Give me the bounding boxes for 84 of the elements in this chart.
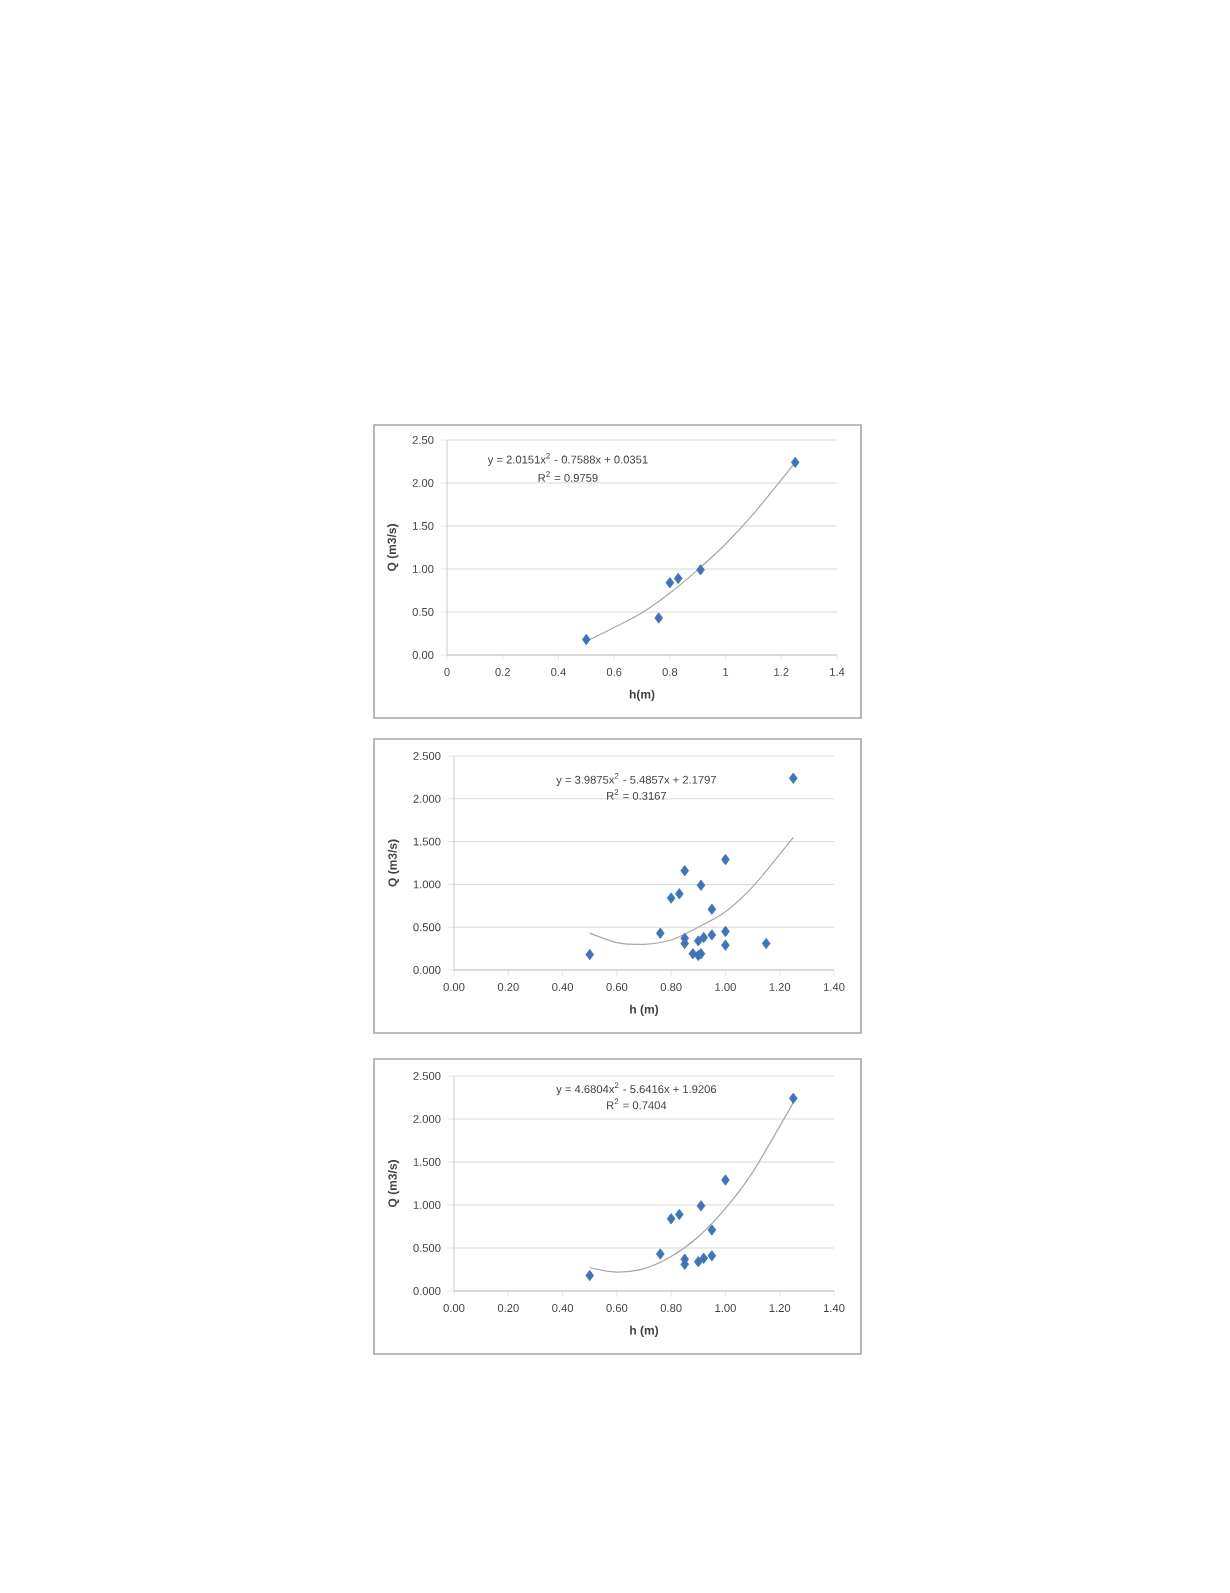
point: [655, 1248, 665, 1260]
y-tick-label: 0.000: [413, 1287, 441, 1295]
point: [654, 612, 664, 624]
x-tick-label: 1.4: [830, 668, 845, 676]
y-tick-label: 0.500: [413, 923, 441, 932]
point: [721, 939, 730, 951]
point: [707, 1224, 717, 1236]
x-axis-title: h (m): [630, 1004, 659, 1016]
point: [693, 935, 703, 947]
y-tick-label: 1.000: [413, 880, 441, 889]
point: [699, 1252, 709, 1264]
point: [680, 865, 690, 877]
x-axis-title: h(m): [629, 689, 655, 701]
y-tick-label: 2.500: [413, 1072, 441, 1080]
x-tick-label: 1: [723, 668, 729, 676]
point: [666, 892, 676, 904]
line-series: [589, 836, 794, 946]
annotation: R$^{2}$ = 0.7404: [607, 1098, 667, 1110]
point: [585, 948, 595, 961]
x-tick-label: 0.60: [606, 1304, 628, 1312]
x-tick-label: 1.20: [769, 983, 791, 991]
x-tick-label: 0.00: [443, 1304, 465, 1312]
x-tick-label: 1.40: [823, 983, 845, 991]
y-tick-label: 1.50: [412, 522, 434, 530]
y-axis-title: Q (m3/s): [387, 524, 399, 571]
x-tick-label: 0.6: [606, 668, 622, 676]
annotation: R$^{2}$ = 0.3167: [607, 789, 667, 800]
y-tick-label: 0.00: [412, 651, 434, 659]
x-tick-label: 1.00: [715, 983, 736, 991]
point: [789, 1092, 798, 1104]
x-tick-label: 0.80: [660, 983, 682, 991]
y-tick-label: 1.00: [412, 565, 434, 573]
x-tick-label: 0.40: [552, 983, 574, 991]
y-axis-title: Q (m3/s): [387, 1160, 400, 1207]
x-tick-label: 0.00: [443, 983, 465, 991]
point: [707, 903, 717, 915]
y-tick-label: 0.500: [413, 1244, 441, 1252]
annotation: y = 2.0151x$^{2}$ - 0.7588x + 0.0351: [487, 452, 648, 466]
y-tick-label: 1.000: [413, 1201, 441, 1209]
point: [707, 1250, 717, 1262]
point: [673, 572, 683, 585]
x-tick-label: 0: [444, 668, 450, 676]
point: [674, 1208, 684, 1221]
point: [585, 1269, 595, 1282]
point: [655, 927, 665, 939]
point: [790, 456, 800, 468]
y-tick-label: 2.50: [412, 436, 434, 444]
point: [707, 929, 717, 941]
x-tick-label: 1.2: [774, 668, 789, 676]
annotation: y = 4.6804x$^{2}$ - 5.6416x + 1.9206: [556, 1082, 717, 1096]
point: [666, 1213, 676, 1225]
y-axis-title: Q (m3/s): [387, 839, 400, 887]
x-tick-label: 0.60: [606, 983, 628, 991]
point: [693, 1256, 703, 1268]
x-tick-label: 1.40: [823, 1304, 845, 1312]
x-tick-label: 0.20: [497, 1304, 519, 1312]
y-tick-label: 0.50: [412, 608, 434, 616]
point: [761, 937, 771, 950]
point: [721, 1174, 730, 1186]
x-tick-label: 0.2: [495, 668, 510, 676]
point: [789, 772, 798, 784]
x-tick-label: 0.40: [552, 1304, 574, 1312]
annotation: y = 3.9875x$^{2}$ - 5.4857x + 2.1797: [556, 773, 717, 786]
annotation: R$^{2}$ = 0.9759: [538, 471, 598, 482]
x-tick-label: 0.4: [551, 668, 566, 676]
point: [696, 564, 705, 576]
x-tick-label: 1.00: [715, 1304, 736, 1312]
y-tick-label: 1.500: [413, 837, 441, 846]
point: [699, 931, 709, 944]
y-tick-label: 2.00: [412, 479, 434, 487]
point: [674, 888, 684, 900]
y-tick-label: 1.500: [413, 1158, 441, 1166]
x-tick-label: 0.8: [662, 668, 678, 676]
x-tick-label: 0.80: [660, 1304, 682, 1312]
point: [696, 879, 706, 891]
x-tick-label: 0.20: [497, 983, 519, 991]
point: [665, 577, 675, 589]
x-axis-title: h (m): [630, 1325, 659, 1337]
y-tick-label: 2.000: [413, 794, 441, 803]
y-tick-label: 2.500: [413, 752, 441, 760]
x-tick-label: 1.20: [769, 1304, 791, 1312]
y-tick-label: 2.000: [413, 1115, 441, 1123]
y-tick-label: 0.000: [413, 966, 441, 974]
point: [696, 1200, 706, 1212]
